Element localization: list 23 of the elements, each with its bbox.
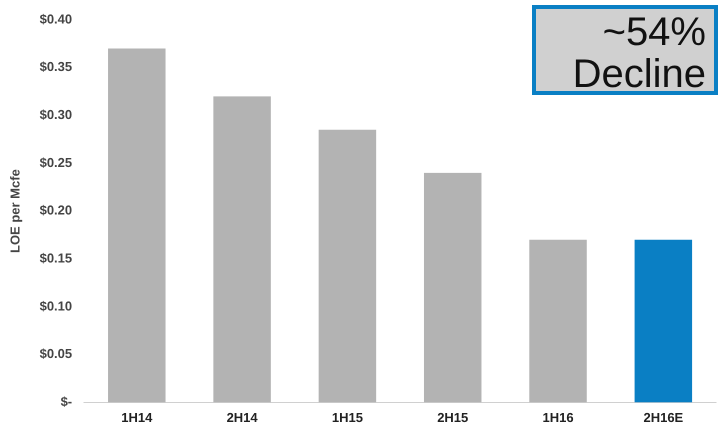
- x-tick-label: 1H16: [542, 410, 574, 425]
- y-axis-title: LOE per Mcfe: [7, 169, 22, 253]
- y-tick-label: $0.30: [40, 107, 72, 122]
- x-tick-label: 2H16E: [643, 410, 684, 425]
- bar: [634, 240, 692, 402]
- bar: [108, 48, 166, 402]
- y-tick-label: $-: [60, 394, 72, 409]
- y-tick-label: $0.15: [40, 250, 72, 266]
- annotation: ~54% Decline: [532, 5, 718, 96]
- bar: [213, 96, 271, 402]
- x-tick-label: 2H15: [437, 410, 468, 425]
- x-tick-label: 2H14: [226, 410, 258, 425]
- bar: [424, 172, 482, 402]
- y-tick-label: $0.10: [40, 298, 72, 314]
- y-tick-label: $0.05: [40, 346, 72, 362]
- y-tick-label: $0.35: [40, 59, 72, 74]
- x-tick-label: 1H14: [121, 410, 154, 425]
- bar: [318, 130, 376, 402]
- y-tick-label: $0.40: [40, 11, 72, 26]
- bar: [529, 240, 587, 402]
- y-tick-label: $0.20: [40, 202, 72, 218]
- y-tick-label: $0.25: [40, 154, 72, 170]
- x-tick-label: 1H15: [332, 410, 363, 425]
